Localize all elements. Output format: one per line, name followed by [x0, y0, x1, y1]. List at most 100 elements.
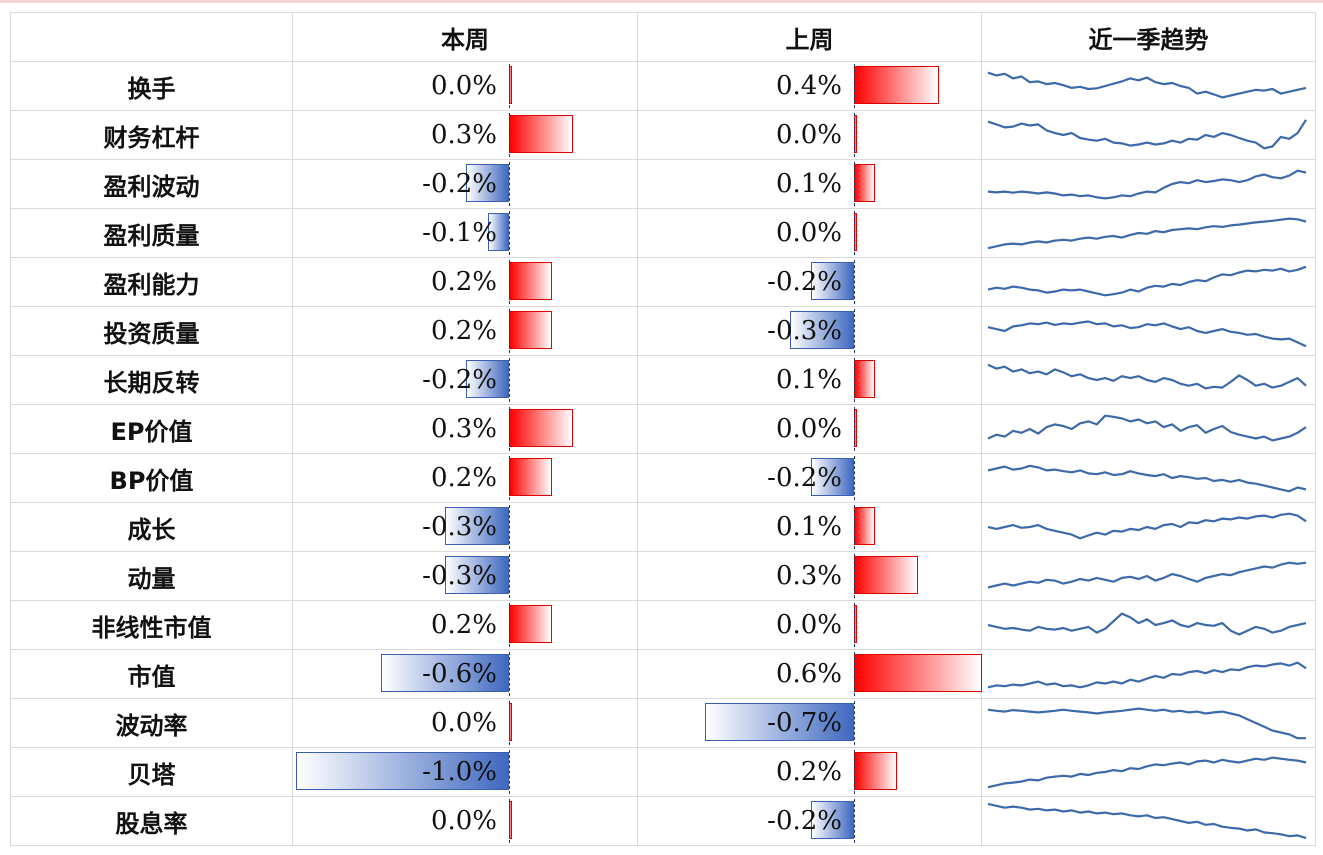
trend-line [987, 363, 1307, 390]
factor-row: 长期反转 -0.2% 0.1% [10, 355, 1316, 405]
zero-baseline [854, 113, 855, 157]
this_week-cell: -0.2% [292, 355, 638, 405]
this_week-cell: -0.3% [292, 502, 638, 552]
factor-name: 投资质量 [10, 306, 293, 356]
trend-cell [981, 306, 1316, 356]
last_week-bar [854, 66, 940, 104]
zero-baseline [509, 505, 510, 549]
this_week-bar [509, 458, 552, 496]
this_week-cell: -0.3% [292, 551, 638, 601]
zero-baseline [509, 113, 510, 157]
this_week-value: -0.2% [422, 365, 497, 395]
last_week-cell: -0.2% [637, 453, 982, 503]
factor-name: 贝塔 [10, 747, 293, 797]
factor-name: 盈利质量 [10, 208, 293, 258]
last_week-value: 0.0% [775, 610, 842, 640]
trend-line [987, 512, 1307, 540]
trend-cell [981, 404, 1316, 454]
trend-cell [981, 796, 1316, 846]
trend-line [987, 265, 1307, 297]
trend-cell [981, 502, 1316, 552]
this_week-cell: 0.2% [292, 600, 638, 650]
last_week-value: 0.6% [775, 659, 842, 689]
trend-sparkline [987, 612, 1307, 636]
trend-cell [981, 649, 1316, 699]
zero-baseline [854, 358, 855, 402]
factor-name: 换手 [10, 61, 293, 111]
trend-line [987, 119, 1307, 150]
last_week-value: 0.1% [775, 512, 842, 542]
this_week-value: 0.2% [430, 610, 497, 640]
trend-cell [981, 698, 1316, 748]
zero-baseline [854, 652, 855, 696]
zero-baseline [509, 554, 510, 598]
this_week-value: -0.2% [422, 169, 497, 199]
factor-name: 股息率 [10, 796, 293, 846]
trend-cell [981, 159, 1316, 209]
zero-baseline [509, 211, 510, 255]
zero-baseline [854, 554, 855, 598]
zero-baseline [509, 603, 510, 647]
factor-row: 股息率 0.0% -0.2% [10, 796, 1316, 846]
trend-sparkline [987, 265, 1307, 297]
last_week-value: -0.7% [767, 708, 842, 738]
factor-row: 贝塔 -1.0% 0.2% [10, 747, 1316, 797]
zero-baseline [509, 701, 510, 745]
this_week-cell: 0.2% [292, 306, 638, 356]
trend-cell [981, 110, 1316, 160]
last_week-value: -0.2% [767, 463, 842, 493]
last_week-cell: 0.6% [637, 649, 982, 699]
this_week-bar [296, 752, 509, 790]
zero-baseline [854, 64, 855, 108]
trend-cell [981, 551, 1316, 601]
zero-baseline [854, 701, 855, 745]
zero-baseline [509, 358, 510, 402]
zero-baseline [854, 407, 855, 451]
last_week-value: 0.0% [775, 120, 842, 150]
this_week-value: 0.2% [430, 267, 497, 297]
trend-line [987, 802, 1307, 840]
trend-sparkline [987, 661, 1307, 689]
trend-sparkline [987, 464, 1307, 493]
this_week-value: 0.3% [430, 414, 497, 444]
trend-cell [981, 600, 1316, 650]
zero-baseline [854, 309, 855, 353]
zero-baseline [854, 505, 855, 549]
last_week-value: -0.3% [767, 316, 842, 346]
last_week-cell: -0.2% [637, 796, 982, 846]
zero-baseline [509, 652, 510, 696]
last_week-value: -0.2% [767, 267, 842, 297]
factor-name: 市值 [10, 649, 293, 699]
this_week-bar [509, 311, 552, 349]
zero-baseline [854, 162, 855, 206]
trend-sparkline [987, 802, 1307, 840]
zero-baseline [854, 603, 855, 647]
zero-baseline [509, 162, 510, 206]
factor-name: 盈利波动 [10, 159, 293, 209]
this_week-bar [509, 605, 552, 643]
this_week-bar [445, 507, 509, 545]
last_week-bar [854, 164, 876, 202]
this_week-cell: 0.3% [292, 404, 638, 454]
trend-cell [981, 453, 1316, 503]
trend-cell [981, 257, 1316, 307]
this_week-cell: 0.0% [292, 61, 638, 111]
trend-line [987, 464, 1307, 493]
trend-cell [981, 208, 1316, 258]
trend-line [987, 561, 1307, 589]
zero-baseline [509, 309, 510, 353]
this_week-cell: 0.0% [292, 796, 638, 846]
factor-return-table: 本周 上周 近一季趋势 换手 0.0% 0.4% 财务杠杆 0.3% 0.0% 盈利波动 -0… [10, 12, 1316, 846]
trend-sparkline [987, 512, 1307, 540]
last_week-cell: -0.3% [637, 306, 982, 356]
last_week-bar [704, 703, 854, 741]
zero-baseline [509, 799, 510, 843]
this_week-value: -0.3% [422, 512, 497, 542]
factor-row: 市值 -0.6% 0.6% [10, 649, 1316, 699]
last_week-cell: 0.1% [637, 355, 982, 405]
factor-row: EP价值 0.3% 0.0% [10, 404, 1316, 454]
last_week-value: 0.1% [775, 365, 842, 395]
zero-baseline [509, 750, 510, 794]
factor-row: 投资质量 0.2% -0.3% [10, 306, 1316, 356]
last_week-cell: 0.0% [637, 600, 982, 650]
